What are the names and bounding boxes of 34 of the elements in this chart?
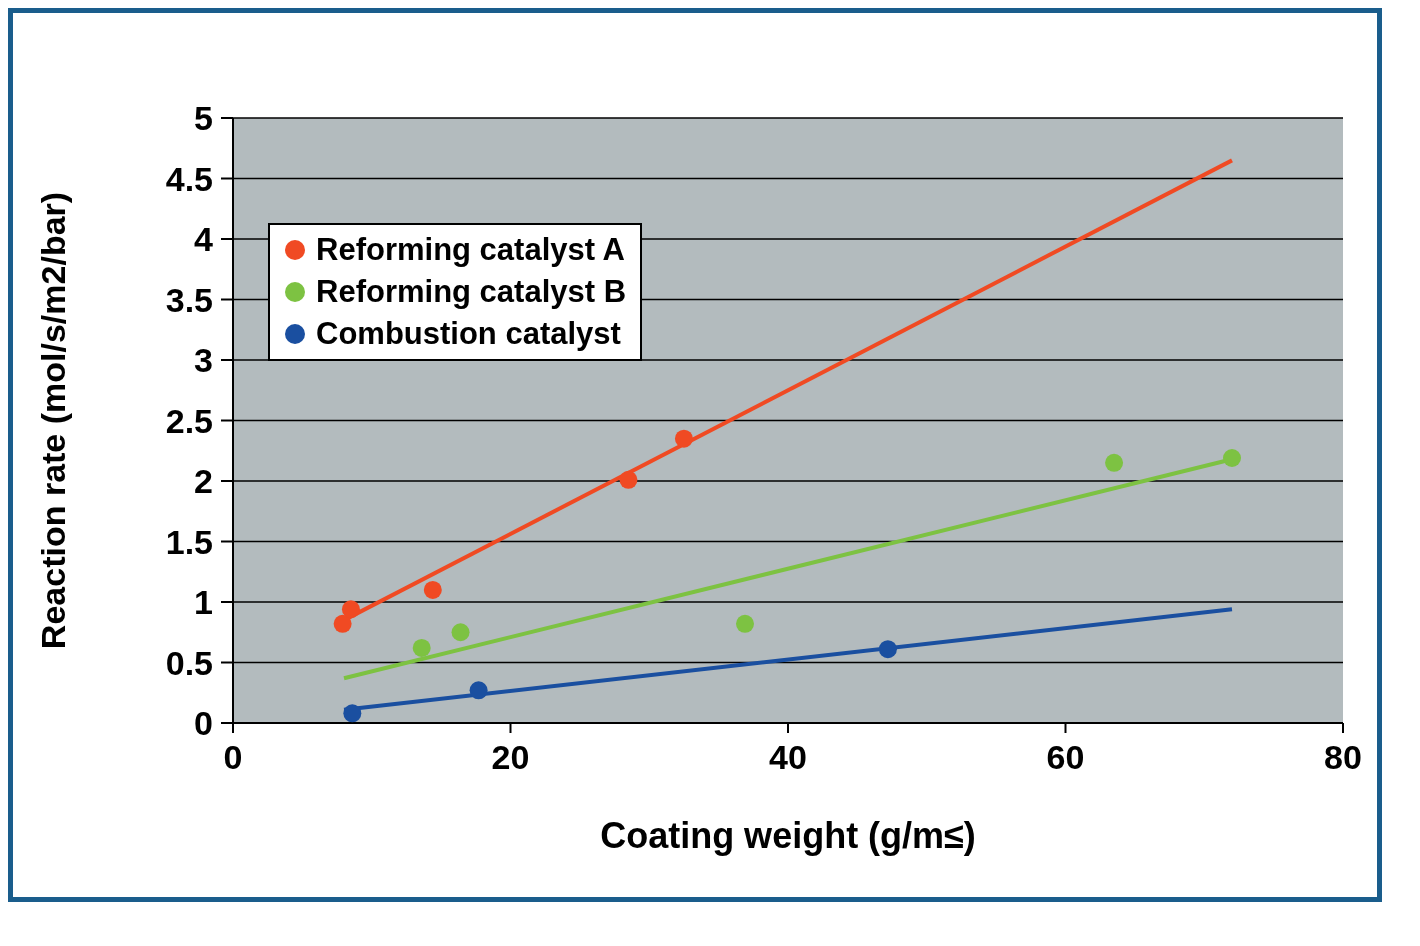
x-tick-label: 20 [491, 738, 530, 777]
y-tick-label: 0.5 [165, 643, 213, 682]
y-axis-title: Reaction rate (mol/s/m2/bar) [34, 191, 73, 650]
point [878, 640, 897, 659]
point [469, 681, 488, 700]
point [1105, 453, 1124, 472]
legend-label: Combustion catalyst [316, 315, 621, 353]
legend-label: Reforming catalyst A [316, 231, 625, 269]
point [412, 638, 431, 657]
point [674, 429, 693, 448]
y-tick-label: 2.5 [165, 401, 213, 440]
point [343, 704, 362, 723]
point [735, 614, 754, 633]
x-tick-label: 60 [1046, 738, 1085, 777]
x-tick-label: 40 [769, 738, 807, 777]
point [341, 600, 360, 619]
point [1223, 449, 1241, 468]
y-tick-label: 1.5 [165, 522, 213, 561]
x-axis-title: Coating weight (g/m≤) [600, 815, 976, 856]
y-tick-label: 5 [194, 99, 213, 138]
x-tick-label: 80 [1324, 738, 1362, 777]
y-tick-label: 4 [194, 220, 214, 259]
point [423, 580, 442, 599]
y-tick-label: 1 [194, 583, 213, 622]
x-tick-label: 0 [223, 738, 243, 777]
point [619, 470, 638, 489]
point [451, 623, 470, 642]
y-tick-label: 3 [194, 341, 213, 380]
y-tick-label: 0 [194, 704, 213, 743]
y-tick-label: 3.5 [165, 280, 213, 319]
y-tick-label: 2 [194, 462, 213, 501]
point [333, 614, 352, 633]
y-tick-label: 4.5 [165, 159, 213, 198]
legend-label: Reforming catalyst B [316, 273, 627, 311]
